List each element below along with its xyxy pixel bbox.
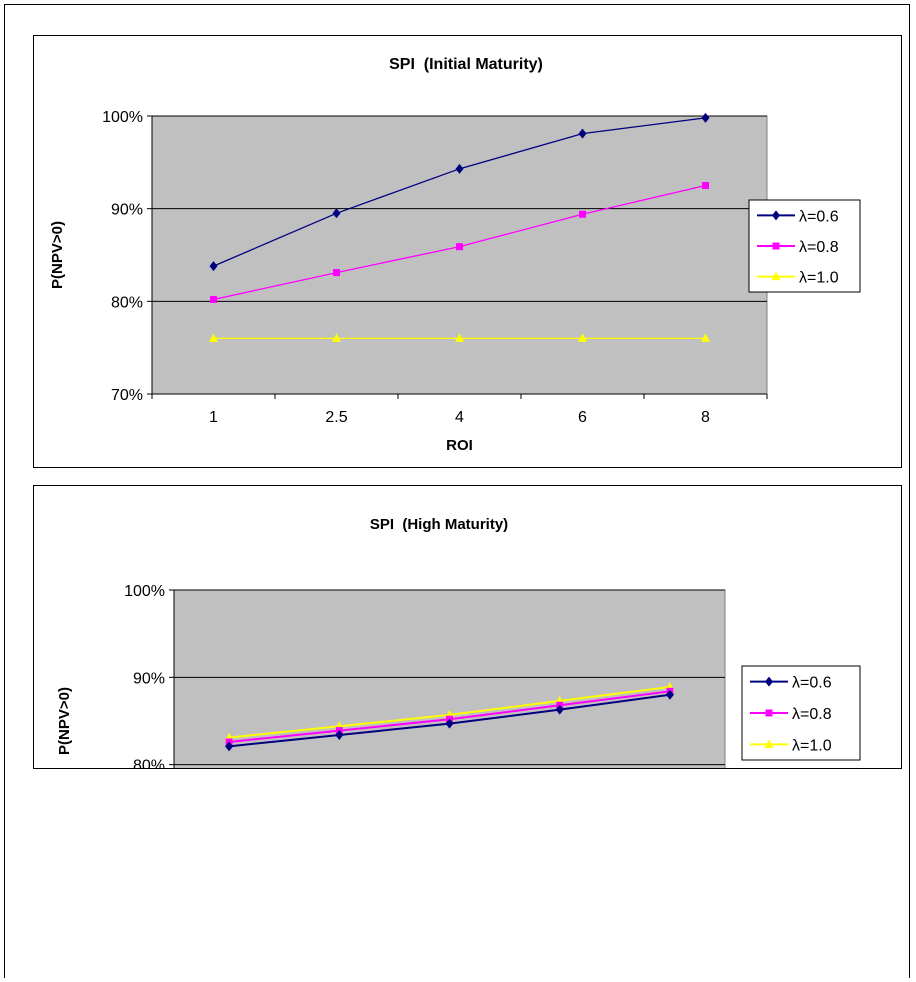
data-point [456,243,463,251]
data-point [665,689,674,700]
data-point [455,163,464,174]
legend-marker [772,210,780,221]
y-tick-label: 100% [124,583,165,600]
chart-title: SPI (High Maturity) [370,516,508,533]
legend-marker [771,271,781,281]
legend-item: λ=0.8 [757,239,839,256]
legend-label: λ=1.0 [792,737,832,754]
legend-marker [765,709,773,717]
y-axis-label: P(NPV>0) [49,221,66,289]
data-point [332,333,341,342]
data-point [332,208,341,219]
data-point [209,333,218,342]
legend-marker [772,242,780,250]
legend: λ=0.6 λ=0.8 λ=1.0 [741,665,861,761]
legend-label: λ=0.8 [799,239,839,256]
legend-label: λ=0.6 [792,675,832,692]
data-point [701,112,710,123]
chart-initial-maturity: 70% 80% 90% 100% 1 2.5 4 6 8 SPI (Initial Maturit… [33,35,902,468]
data-point [579,210,586,218]
y-tick-label: 90% [111,202,143,219]
legend-label: λ=1.0 [799,270,839,287]
chart-initial-maturity-svg: 70% 80% 90% 100% 1 2.5 4 6 8 SPI (Initial Maturit… [49,56,861,454]
data-point [335,729,344,740]
y-tick-label: 80% [111,294,143,311]
data-point [225,741,234,752]
legend-marker [765,676,773,687]
x-tick-label: 4 [455,409,464,426]
data-point [210,295,217,303]
x-tick-label: 1 [209,409,218,426]
legend-item: λ=0.6 [750,675,832,692]
data-point [333,269,340,277]
legend-item: λ=1.0 [757,270,839,287]
x-tick-label: 8 [701,409,710,426]
series-2 [209,333,710,342]
legend-label: λ=0.6 [799,208,839,225]
data-point [701,333,710,342]
data-point [555,704,564,715]
x-axis-label: ROI [446,437,473,454]
legend-marker [764,739,774,748]
data-point [578,333,587,342]
data-point [578,128,587,139]
chart-title: SPI (Initial Maturity) [389,56,543,73]
outer-frame [4,4,910,978]
y-tick-label: 80% [133,758,165,768]
plot-area [173,589,726,853]
data-point [209,261,218,272]
y-axis-label: P(NPV>0) [56,687,73,755]
y-tick-label: 90% [133,670,165,687]
x-tick-label: 6 [578,409,587,426]
legend: λ=0.6 λ=0.8 λ=1.0 [748,199,861,293]
legend-item: λ=0.8 [750,706,832,723]
plot-area [151,115,768,395]
series-0 [209,112,710,272]
series-0 [225,689,674,752]
data-point [445,718,454,729]
series-1 [210,182,709,303]
legend-item: λ=1.0 [750,737,832,754]
data-point [455,333,464,342]
y-tick-label: 100% [102,109,143,126]
legend-item: λ=0.6 [757,208,839,225]
x-tick-label: 2.5 [325,409,347,426]
y-tick-label: 70% [111,387,143,404]
data-point [702,182,709,189]
legend-label: λ=0.8 [792,706,832,723]
